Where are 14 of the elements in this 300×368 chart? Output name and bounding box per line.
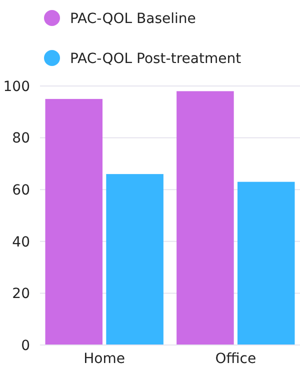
legend-label: PAC-QOL Baseline	[70, 11, 196, 27]
bar	[237, 182, 295, 345]
x-tick-label: Home	[84, 351, 126, 367]
x-tick-label: Office	[215, 351, 256, 367]
bar	[176, 91, 234, 345]
legend-label: PAC-QOL Post-treatment	[70, 51, 242, 67]
y-tick-label: 20	[12, 286, 30, 302]
bar	[45, 98, 103, 345]
y-tick-label: 80	[12, 130, 30, 147]
y-tick-label: 0	[21, 338, 30, 354]
bar	[106, 174, 164, 345]
y-tick-label: 60	[12, 182, 30, 198]
y-tick-label: 100	[3, 78, 30, 95]
y-tick-label: 40	[12, 234, 30, 250]
